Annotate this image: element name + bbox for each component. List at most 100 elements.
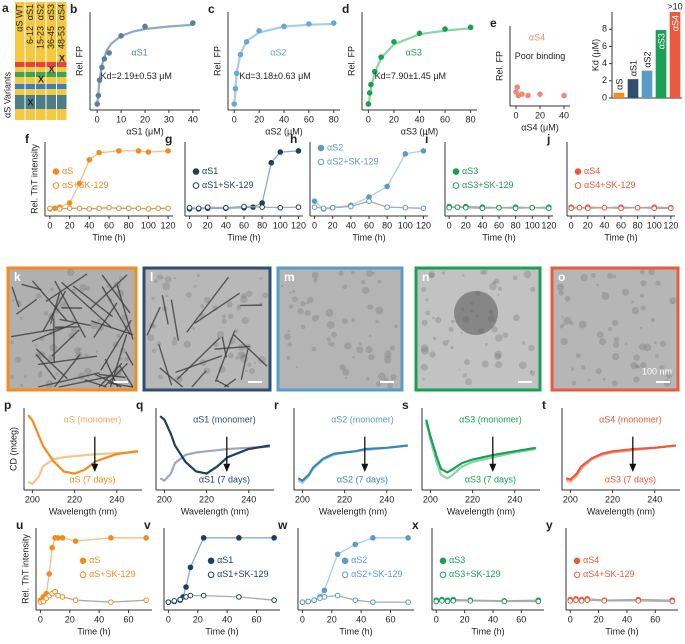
speck <box>390 374 397 381</box>
data-point <box>368 81 374 88</box>
x-axis-label: Time (h) <box>205 626 238 636</box>
data-point <box>567 598 574 604</box>
data-point <box>391 39 397 45</box>
speck <box>156 341 162 347</box>
x-tick-label: 20 <box>140 114 150 124</box>
speck <box>172 336 177 341</box>
legend-label: αS+SK-129 <box>62 180 108 190</box>
speck <box>241 316 249 325</box>
annotation: Kd=2.19±0.53 μM <box>100 71 171 81</box>
x-tick-label: 0 <box>300 614 305 624</box>
speck <box>498 286 503 291</box>
data-point <box>306 21 312 27</box>
legend-marker <box>192 168 200 175</box>
data-point <box>446 204 452 211</box>
value-label: >10 <box>667 1 682 11</box>
data-point <box>56 206 63 212</box>
speck <box>317 315 320 318</box>
speck <box>235 356 239 360</box>
x-tick-label: 60 <box>516 614 526 624</box>
speck <box>221 314 227 319</box>
speck <box>287 342 293 347</box>
speck <box>116 333 121 338</box>
variant-name: αS2 <box>35 4 45 20</box>
region-band <box>15 62 25 67</box>
x-tick-label: 40 <box>279 114 289 124</box>
speck <box>571 380 577 386</box>
fibril <box>103 362 128 388</box>
data-point <box>271 535 277 541</box>
speck <box>494 353 502 361</box>
speck <box>241 292 247 299</box>
fibril <box>214 330 236 383</box>
fibril <box>240 349 249 380</box>
arrow-head <box>223 463 231 472</box>
speck <box>300 301 306 307</box>
variant-name: αS3 <box>46 4 56 20</box>
speck <box>330 331 337 338</box>
speck <box>85 286 91 291</box>
speck <box>559 324 564 329</box>
legend-label: αS2 <box>351 555 367 565</box>
y-axis-label: Rel. FP <box>494 51 504 81</box>
x-tick-label: 100 <box>398 220 413 230</box>
y-tick-label: 6 <box>602 41 607 51</box>
legend-label: αS4 <box>584 166 600 176</box>
speck <box>633 354 640 361</box>
x-tick-label: 40 <box>559 110 569 120</box>
speck <box>344 342 352 350</box>
fibril <box>16 298 38 315</box>
speck <box>462 373 467 378</box>
data-point <box>95 92 102 99</box>
fibril <box>51 329 80 357</box>
x-tick-label: 20 <box>254 114 264 124</box>
speck <box>659 340 667 347</box>
data-point <box>96 149 102 156</box>
fibril <box>50 293 61 324</box>
x-tick-label: 80 <box>257 220 267 230</box>
fibril <box>35 348 68 380</box>
speck <box>491 326 498 333</box>
speck <box>366 377 370 381</box>
bar <box>669 12 681 98</box>
data-point <box>321 587 328 594</box>
speck <box>292 289 296 294</box>
fibril <box>101 274 131 314</box>
speck <box>165 294 169 298</box>
arrow-head <box>629 463 637 472</box>
panel-letter: o <box>558 270 565 284</box>
region-band <box>25 72 35 77</box>
fibril <box>11 286 20 308</box>
speck <box>562 322 566 326</box>
speck <box>23 375 27 379</box>
x-axis-label: Time (h) <box>352 232 385 242</box>
speck <box>580 273 588 282</box>
speck <box>458 368 461 371</box>
speck <box>643 343 652 352</box>
x-tick-label: 200 <box>25 494 40 504</box>
x-tick-label: 60 <box>650 614 660 624</box>
speck <box>372 271 376 275</box>
data-point <box>317 595 323 601</box>
speck <box>638 343 646 351</box>
speck <box>157 374 163 380</box>
data-point <box>433 598 440 605</box>
curve-label: αS2 (monomer) <box>331 414 394 424</box>
panel-letter: c <box>208 2 215 16</box>
micrograph <box>550 266 680 392</box>
speck <box>530 286 536 293</box>
x-tick-label: 240 <box>507 494 522 504</box>
variant-name: αS4 <box>56 4 66 20</box>
data-point <box>578 598 585 604</box>
data-point <box>281 23 287 30</box>
speck <box>221 318 227 324</box>
data-point <box>462 204 469 211</box>
panel-letter: h <box>290 132 297 146</box>
data-point <box>635 598 642 604</box>
legend-label: αS1 <box>202 166 218 176</box>
data-point <box>320 205 327 212</box>
panel-letter: l <box>150 270 153 284</box>
speck <box>234 328 239 334</box>
panel-letter: e <box>490 16 497 30</box>
legend-marker <box>317 144 325 152</box>
